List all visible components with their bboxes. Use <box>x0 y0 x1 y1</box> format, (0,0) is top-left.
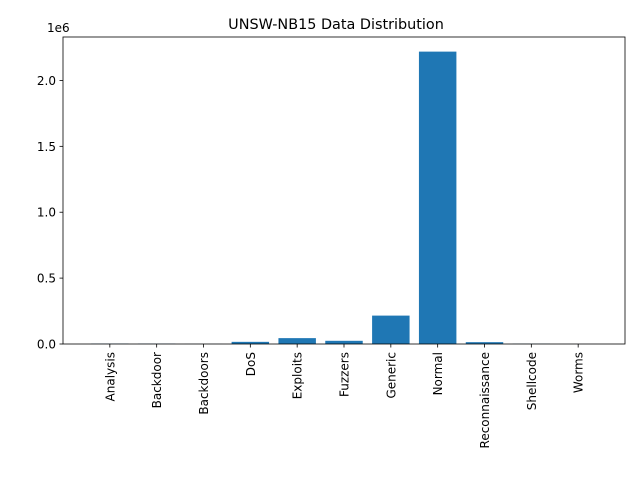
chart-title: UNSW-NB15 Data Distribution <box>228 17 444 33</box>
y-tick-label: 2.0 <box>37 74 56 88</box>
x-axis-ticks: Analysis Backdoor Backdoors DoS Exploits Fuzz… <box>103 344 586 448</box>
x-tick-label: DoS <box>244 352 258 376</box>
x-tick-label: Fuzzers <box>338 352 352 397</box>
x-tick-label: Worms <box>572 352 586 393</box>
bar-dos <box>231 341 270 344</box>
plot-frame <box>62 36 626 345</box>
x-tick-label: Backdoor <box>150 352 164 408</box>
x-tick-label: Reconnaissance <box>478 352 492 448</box>
y-axis-scale-label: 1e6 <box>47 21 70 35</box>
bar-fuzzers <box>325 340 363 344</box>
x-tick-label: Analysis <box>103 352 117 401</box>
bar-generic <box>372 315 410 344</box>
bar-reconnaissance <box>465 342 504 344</box>
bars-group <box>91 51 597 344</box>
y-tick-label: 0.0 <box>37 338 56 352</box>
x-tick-label: Backdoors <box>197 352 211 415</box>
x-tick-label: Normal <box>431 352 445 395</box>
bar-exploits <box>278 338 316 344</box>
y-tick-label: 1.0 <box>37 206 56 220</box>
x-tick-label: Exploits <box>291 352 305 399</box>
x-tick-label: Shellcode <box>525 352 539 410</box>
bar-normal <box>418 51 457 344</box>
y-axis-ticks: 0.0 0.5 1.0 1.5 2.0 <box>37 74 63 352</box>
y-tick-label: 1.5 <box>37 140 56 154</box>
y-tick-label: 0.5 <box>37 272 56 286</box>
x-tick-label: Generic <box>384 352 398 399</box>
